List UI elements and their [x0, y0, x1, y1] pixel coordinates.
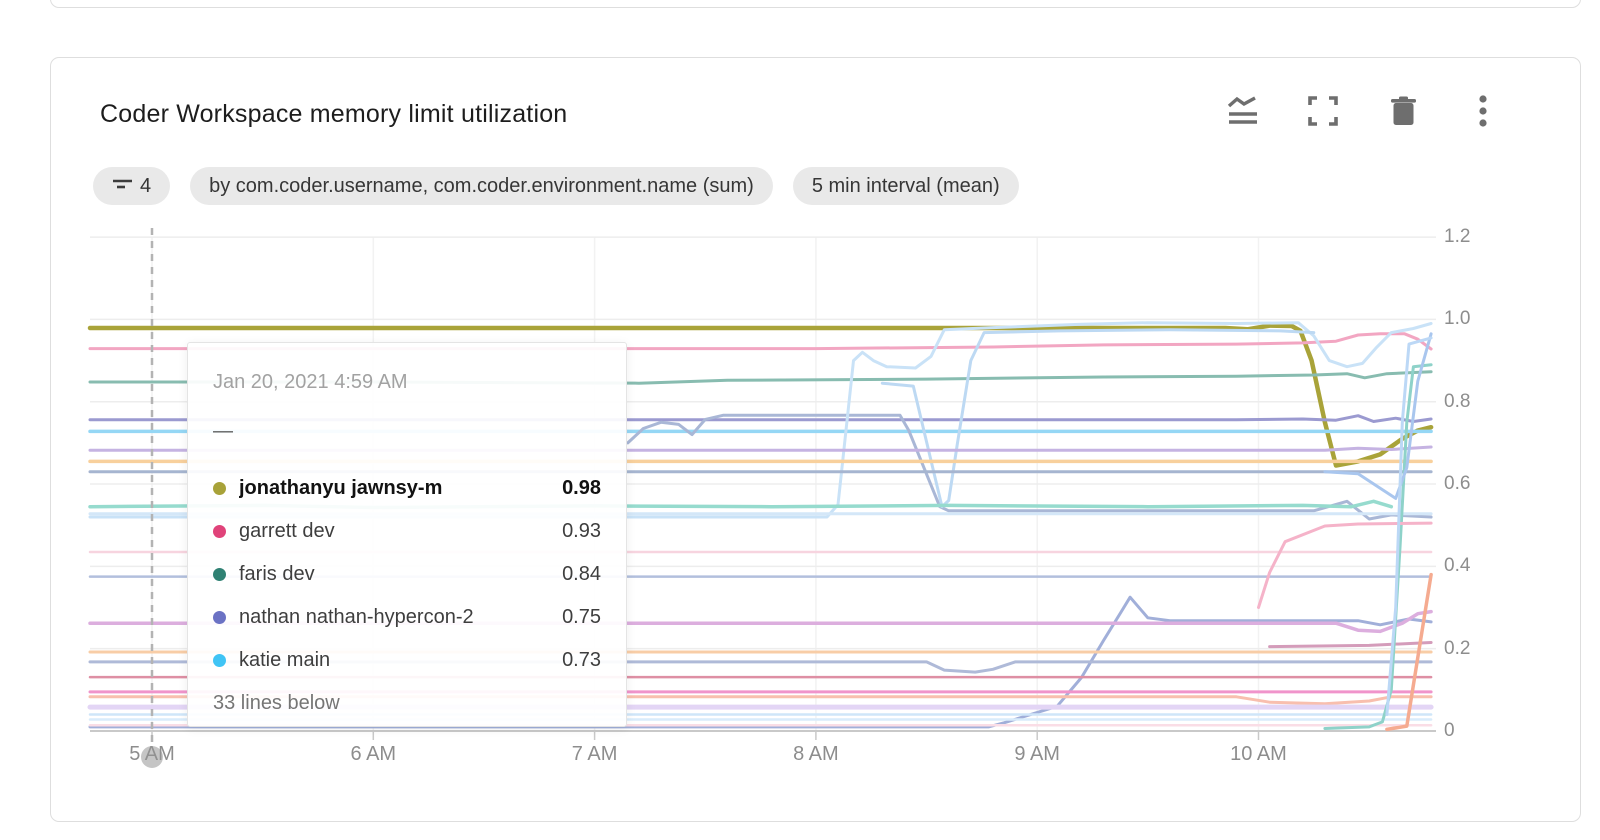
- y-axis-tick-label: 0.4: [1444, 555, 1471, 577]
- panel-toolbar: [1226, 94, 1500, 128]
- series-value: 0.93: [562, 520, 601, 542]
- series-line-paleblue-vertical: [1385, 336, 1433, 716]
- series-name: faris dev: [239, 563, 315, 585]
- series-color-dot: [213, 654, 226, 667]
- series-value: 0.84: [562, 563, 601, 585]
- chip-interval[interactable]: 5 min interval (mean): [792, 167, 1019, 205]
- series-color-dot: [213, 611, 226, 624]
- series-value: 0.98: [562, 477, 601, 499]
- delete-button[interactable]: [1386, 94, 1420, 128]
- tooltip-series-row: katie main 0.73: [213, 639, 601, 682]
- series-line-orchid: [88, 609, 1433, 634]
- chip-label: by com.coder.username, com.coder.environ…: [209, 174, 754, 197]
- chip-group-by[interactable]: by com.coder.username, com.coder.environ…: [190, 167, 773, 205]
- trash-icon: [1390, 96, 1417, 127]
- y-axis-tick-label: 0: [1444, 720, 1455, 741]
- tooltip-overflow-note: 33 lines below: [213, 692, 340, 714]
- legend-toggle-button[interactable]: [1226, 94, 1260, 128]
- series-name: katie main: [239, 649, 331, 671]
- x-axis-tick-label: 7 AM: [571, 743, 618, 765]
- y-axis-tick-label: 0.8: [1444, 390, 1471, 412]
- series-line-mauve-segment: [1268, 641, 1433, 649]
- tooltip-series-row: faris dev 0.84: [213, 553, 601, 596]
- fullscreen-icon: [1308, 96, 1338, 126]
- x-axis-tick-label: 8 AM: [793, 743, 839, 765]
- chip-filter-count[interactable]: 4: [93, 167, 171, 205]
- series-line-paleblue-spike-2: [880, 328, 1316, 509]
- series-color-dot: [213, 525, 226, 538]
- series-line-blue-branch: [1323, 332, 1433, 500]
- series-value: 0.73: [562, 649, 601, 671]
- series-color-dot: [213, 482, 226, 495]
- fullscreen-button[interactable]: [1306, 94, 1340, 128]
- filter-icon: [112, 175, 133, 198]
- series-name: nathan nathan-hypercon-2: [239, 606, 474, 628]
- series-line-salmon-low: [88, 695, 1433, 706]
- kebab-menu-icon: [1479, 95, 1487, 127]
- series-name: garrett dev: [239, 520, 335, 542]
- panel-menu-button[interactable]: [1466, 94, 1500, 128]
- tooltip-series-row: nathan nathan-hypercon-2 0.75: [213, 596, 601, 639]
- series-line-jonathanyu-jawnsy-m: [87, 323, 1434, 468]
- tooltip-timestamp: Jan 20, 2021 4:59 AM: [213, 371, 408, 393]
- series-value: 0.75: [562, 606, 601, 628]
- series-line-slate-4: [88, 660, 1433, 674]
- series-line-paleblue-spike-1: [88, 321, 1433, 519]
- chip-label: 4: [140, 174, 152, 197]
- legend-toggle-icon: [1227, 96, 1260, 126]
- y-axis-tick-label: 0.2: [1444, 637, 1471, 659]
- series-color-dot: [213, 568, 226, 581]
- x-axis-tick-label: 9 AM: [1014, 743, 1060, 765]
- chip-label: 5 min interval (mean): [811, 174, 1000, 197]
- tooltip-series-row: garrett dev 0.93: [213, 510, 601, 553]
- tooltip-dash: —: [213, 420, 233, 442]
- tooltip-series-row: jonathanyu jawnsy-m 0.98: [213, 467, 601, 510]
- y-axis-tick-label: 1.2: [1444, 226, 1471, 248]
- chart-tooltip: Jan 20, 2021 4:59 AM — jonathanyu jawnsy…: [187, 342, 627, 727]
- page-title: Coder Workspace memory limit utilization: [100, 100, 568, 128]
- chip-row: 4 by com.coder.username, com.coder.enviro…: [93, 167, 1019, 205]
- x-axis-tick-label: 6 AM: [350, 743, 397, 765]
- y-axis-tick-label: 1.0: [1444, 308, 1471, 330]
- series-name: jonathanyu jawnsy-m: [239, 477, 443, 499]
- series-line-salmon-spike: [1385, 572, 1433, 732]
- time-cursor-handle[interactable]: [141, 746, 163, 768]
- y-axis-tick-label: 0.6: [1444, 473, 1471, 495]
- series-line-slate-event: [626, 413, 1433, 521]
- tooltip-series-list: jonathanyu jawnsy-m 0.98 garrett dev 0.93 fa…: [213, 467, 601, 682]
- x-axis-tick-label: 10 AM: [1230, 743, 1287, 765]
- series-line-pink-riser: [1257, 521, 1433, 609]
